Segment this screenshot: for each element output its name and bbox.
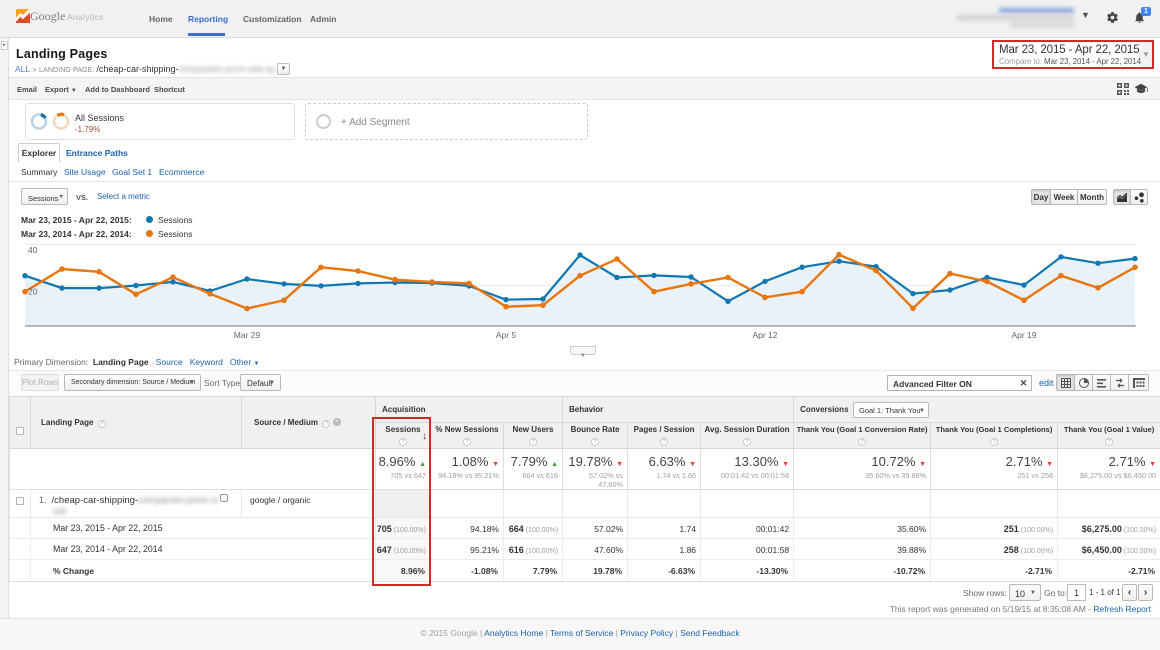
svg-text:Mar 29: Mar 29 (234, 330, 261, 340)
svg-text:40: 40 (28, 245, 38, 255)
svg-text:Apr 5: Apr 5 (496, 330, 517, 340)
svg-text:Apr 12: Apr 12 (752, 330, 777, 340)
svg-text:20: 20 (28, 287, 38, 297)
svg-text:Apr 19: Apr 19 (1011, 330, 1036, 340)
